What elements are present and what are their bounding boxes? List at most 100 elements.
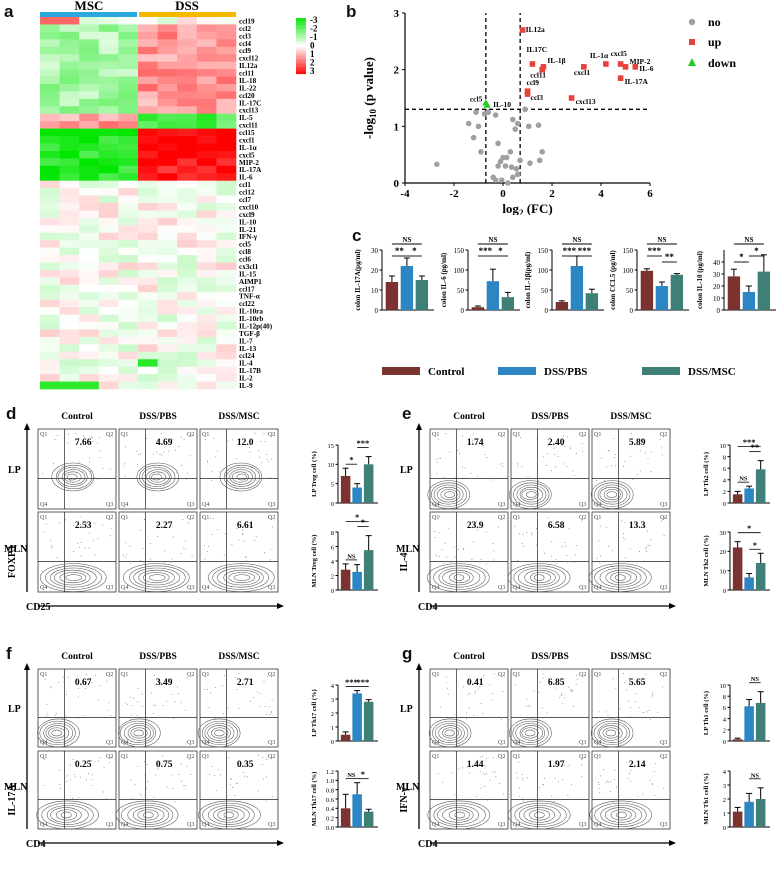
- gene-label: ccl4: [239, 40, 251, 48]
- event-dot: [251, 467, 252, 469]
- event-dot: [183, 439, 185, 441]
- scale-gradient-slice: [296, 66, 306, 67]
- event-dot: [211, 470, 213, 472]
- quadrant-label: Q1: [432, 432, 439, 438]
- event-dot: [53, 462, 54, 464]
- gene-label: IL-10rb: [239, 315, 263, 323]
- significance-label: ***: [563, 246, 577, 256]
- heatmap-cell: [40, 17, 60, 25]
- event-dot: [482, 445, 484, 447]
- event-dot: [610, 780, 612, 782]
- event-dot: [619, 708, 621, 710]
- heatmap-cell: [177, 91, 198, 100]
- event-dot: [624, 682, 625, 684]
- heatmap-cell: [118, 173, 139, 181]
- event-dot: [231, 544, 233, 546]
- contour-line: [146, 469, 170, 485]
- flow-plot-frame: [37, 511, 117, 593]
- event-dot: [469, 772, 471, 774]
- event-dot: [223, 554, 225, 556]
- event-dot: [219, 774, 221, 776]
- heatmap-cell: [118, 180, 139, 189]
- point-no: [475, 123, 482, 130]
- event-dot: [55, 712, 57, 714]
- heatmap-cell: [216, 143, 237, 152]
- event-dot: [225, 475, 226, 477]
- heatmap-cell: [177, 113, 198, 122]
- event-dot: [138, 454, 139, 455]
- contour-line: [219, 462, 263, 492]
- event-dot: [472, 433, 474, 435]
- event-dot: [80, 555, 82, 557]
- heatmap-cell: [59, 165, 80, 174]
- scale-gradient-slice: [296, 55, 306, 57]
- event-dot: [156, 451, 158, 453]
- event-dot: [206, 461, 208, 463]
- event-dot: [136, 451, 138, 452]
- event-dot: [214, 774, 216, 776]
- heatmap-cell: [157, 158, 178, 167]
- quadrant-label: Q2: [187, 672, 194, 678]
- event-dot: [526, 698, 528, 700]
- heatmap-cell: [177, 136, 198, 144]
- bar-y-tick-label: 0: [723, 501, 726, 508]
- event-dot: [475, 763, 477, 765]
- event-dot: [564, 541, 566, 543]
- heatmap-cell: [98, 374, 119, 382]
- point-no: [535, 122, 542, 128]
- scale-gradient-slice: [296, 31, 306, 33]
- contour-line: [43, 723, 74, 743]
- heatmap-cell: [157, 165, 178, 174]
- bar: [340, 475, 351, 503]
- heatmap-cell: [98, 46, 119, 55]
- event-dot: [437, 773, 439, 775]
- contour-line: [521, 489, 539, 501]
- event-dot: [257, 790, 259, 792]
- gene-label: ccl7: [239, 196, 251, 204]
- contour-line: [442, 807, 474, 823]
- contour-line: [61, 469, 86, 485]
- event-dot: [482, 524, 484, 526]
- event-dot: [82, 435, 84, 437]
- event-dot: [236, 689, 238, 690]
- event-dot: [238, 673, 240, 675]
- event-dot: [569, 446, 571, 448]
- event-dot: [563, 435, 564, 437]
- contour-line: [442, 727, 459, 739]
- point-no: [498, 177, 505, 183]
- heatmap-cell: [138, 61, 158, 70]
- gate-percentage: 2.27: [156, 521, 173, 531]
- contour-line: [513, 565, 566, 590]
- quadrant-label: Q1: [40, 672, 47, 678]
- event-dot: [624, 538, 626, 540]
- event-dot: [662, 686, 663, 688]
- heatmap-cell: [216, 121, 237, 129]
- gene-label: IL12a: [239, 62, 258, 70]
- bar: [352, 487, 362, 503]
- heatmap-cell: [59, 128, 80, 137]
- event-dot: [531, 534, 533, 536]
- quadrant-label: Q1: [121, 672, 128, 678]
- heatmap-cell: [40, 76, 60, 85]
- bar-y-axis-label: LP Th1 cell (%): [703, 691, 710, 735]
- quadrant-label: Q3: [187, 822, 194, 828]
- heatmap-cell: [196, 69, 217, 77]
- bar-y-tick-label: 20: [713, 283, 721, 291]
- scale-gradient-slice: [296, 60, 306, 62]
- heatmap-cell: [79, 39, 100, 48]
- gate-percentage: 5.65: [629, 678, 646, 688]
- event-dot: [547, 453, 549, 455]
- event-dot: [144, 475, 146, 476]
- gate-percentage: 5.89: [629, 438, 646, 448]
- significance-label: *: [739, 252, 744, 262]
- event-dot: [214, 687, 216, 688]
- event-dot: [648, 710, 650, 711]
- heatmap-cell: [79, 91, 100, 100]
- gate-percentage: 0.25: [75, 760, 92, 770]
- point-no: [507, 149, 514, 155]
- event-dot: [63, 681, 65, 682]
- gate-percentage: 1.44: [467, 760, 484, 770]
- heatmap-cell: [40, 31, 60, 40]
- contour-line: [56, 809, 77, 821]
